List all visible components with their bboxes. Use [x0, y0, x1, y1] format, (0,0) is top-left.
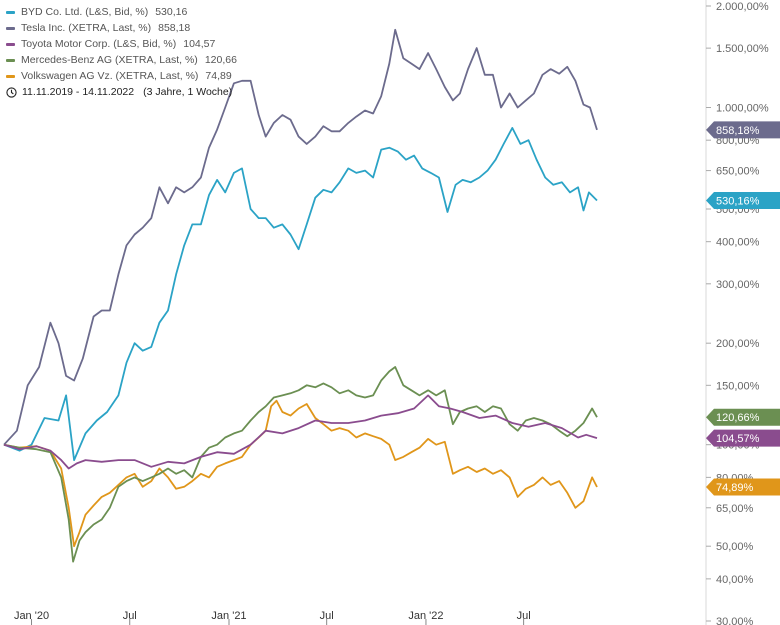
date-range-row[interactable]: 11.11.2019 - 14.11.2022 (3 Jahre, 1 Woch…: [6, 84, 237, 100]
series-line-tesla: [3, 28, 598, 446]
legend-name-volkswagen: Volkswagen AG Vz. (XETRA, Last, %): [21, 70, 199, 82]
value-tag-label-volkswagen: 74,89%: [716, 482, 754, 494]
value-tag-label-tesla: 858,18%: [716, 125, 760, 137]
value-tag-toyota: 104,57%: [706, 429, 780, 447]
y-tick-label: 300,00%: [716, 279, 760, 291]
y-tick-label: 650,00%: [716, 166, 760, 178]
value-tag-label-mercedes: 120,66%: [716, 412, 760, 424]
legend-item-volkswagen[interactable]: Volkswagen AG Vz. (XETRA, Last, %) 74,89: [6, 68, 237, 84]
value-tag-shape-volkswagen: [706, 478, 780, 496]
legend-value-byd: 530,16: [155, 6, 188, 18]
x-tick-label: Jul: [517, 610, 531, 622]
legend-swatch-volkswagen: [6, 74, 15, 78]
legend-item-tesla[interactable]: Tesla Inc. (XETRA, Last, %) 858,18: [6, 20, 237, 36]
value-tag-shape-toyota: [706, 429, 780, 447]
clock-icon: [6, 86, 17, 98]
legend-value-tesla: 858,18: [158, 22, 191, 34]
value-tag-label-toyota: 104,57%: [716, 433, 760, 445]
y-tick-label: 200,00%: [716, 338, 760, 350]
value-tag-shape-mercedes: [706, 408, 780, 426]
y-tick-label: 1.500,00%: [716, 43, 769, 55]
series-line-volkswagen: [3, 399, 598, 548]
legend-name-tesla: Tesla Inc. (XETRA, Last, %): [21, 22, 152, 34]
value-tag-byd: 530,16%: [706, 191, 780, 209]
legend-item-mercedes[interactable]: Mercedes-Benz AG (XETRA, Last, %) 120,66: [6, 52, 237, 68]
x-tick-label: Jan '20: [14, 610, 49, 622]
y-tick-label: 40,00%: [716, 574, 754, 586]
legend-item-toyota[interactable]: Toyota Motor Corp. (L&S, Bid, %) 104,57: [6, 36, 237, 52]
value-tag-tesla: 858,18%: [706, 121, 780, 139]
legend-swatch-tesla: [6, 26, 15, 30]
x-tick-label: Jul: [123, 610, 137, 622]
series-line-toyota: [3, 394, 598, 470]
legend-swatch-byd: [6, 10, 15, 14]
value-tag-label-byd: 530,16%: [716, 195, 760, 207]
legend-value-volkswagen: 74,89: [205, 70, 232, 82]
date-range-span: (3 Jahre, 1 Woche): [143, 86, 233, 98]
x-tick-label: Jan '22: [408, 610, 443, 622]
value-tag-volkswagen: 74,89%: [706, 478, 780, 496]
y-tick-label: 30,00%: [716, 616, 754, 625]
legend-value-mercedes: 120,66: [204, 54, 237, 66]
legend-name-byd: BYD Co. Ltd. (L&S, Bid, %): [21, 6, 149, 18]
y-tick-label: 400,00%: [716, 237, 760, 249]
legend-name-mercedes: Mercedes-Benz AG (XETRA, Last, %): [21, 54, 198, 66]
x-tick-label: Jul: [320, 610, 334, 622]
legend-swatch-toyota: [6, 42, 15, 46]
y-tick-label: 65,00%: [716, 503, 754, 515]
date-range: 11.11.2019 - 14.11.2022: [22, 86, 135, 98]
y-tick-label: 50,00%: [716, 541, 754, 553]
y-tick-label: 1.000,00%: [716, 103, 769, 115]
value-tag-shape-tesla: [706, 121, 780, 139]
legend-swatch-mercedes: [6, 58, 15, 62]
series-line-byd: [3, 127, 598, 461]
legend-name-toyota: Toyota Motor Corp. (L&S, Bid, %): [21, 38, 177, 50]
y-tick-label: 150,00%: [716, 380, 760, 392]
y-tick-label: 2.000,00%: [716, 1, 769, 13]
value-tag-shape-byd: [706, 191, 780, 209]
legend-value-toyota: 104,57: [183, 38, 216, 50]
x-tick-label: Jan '21: [211, 610, 246, 622]
legend-item-byd[interactable]: BYD Co. Ltd. (L&S, Bid, %) 530,16: [6, 4, 237, 20]
legend: BYD Co. Ltd. (L&S, Bid, %) 530,16 Tesla …: [6, 4, 237, 100]
value-tag-mercedes: 120,66%: [706, 408, 780, 426]
series-line-mercedes: [3, 366, 598, 563]
